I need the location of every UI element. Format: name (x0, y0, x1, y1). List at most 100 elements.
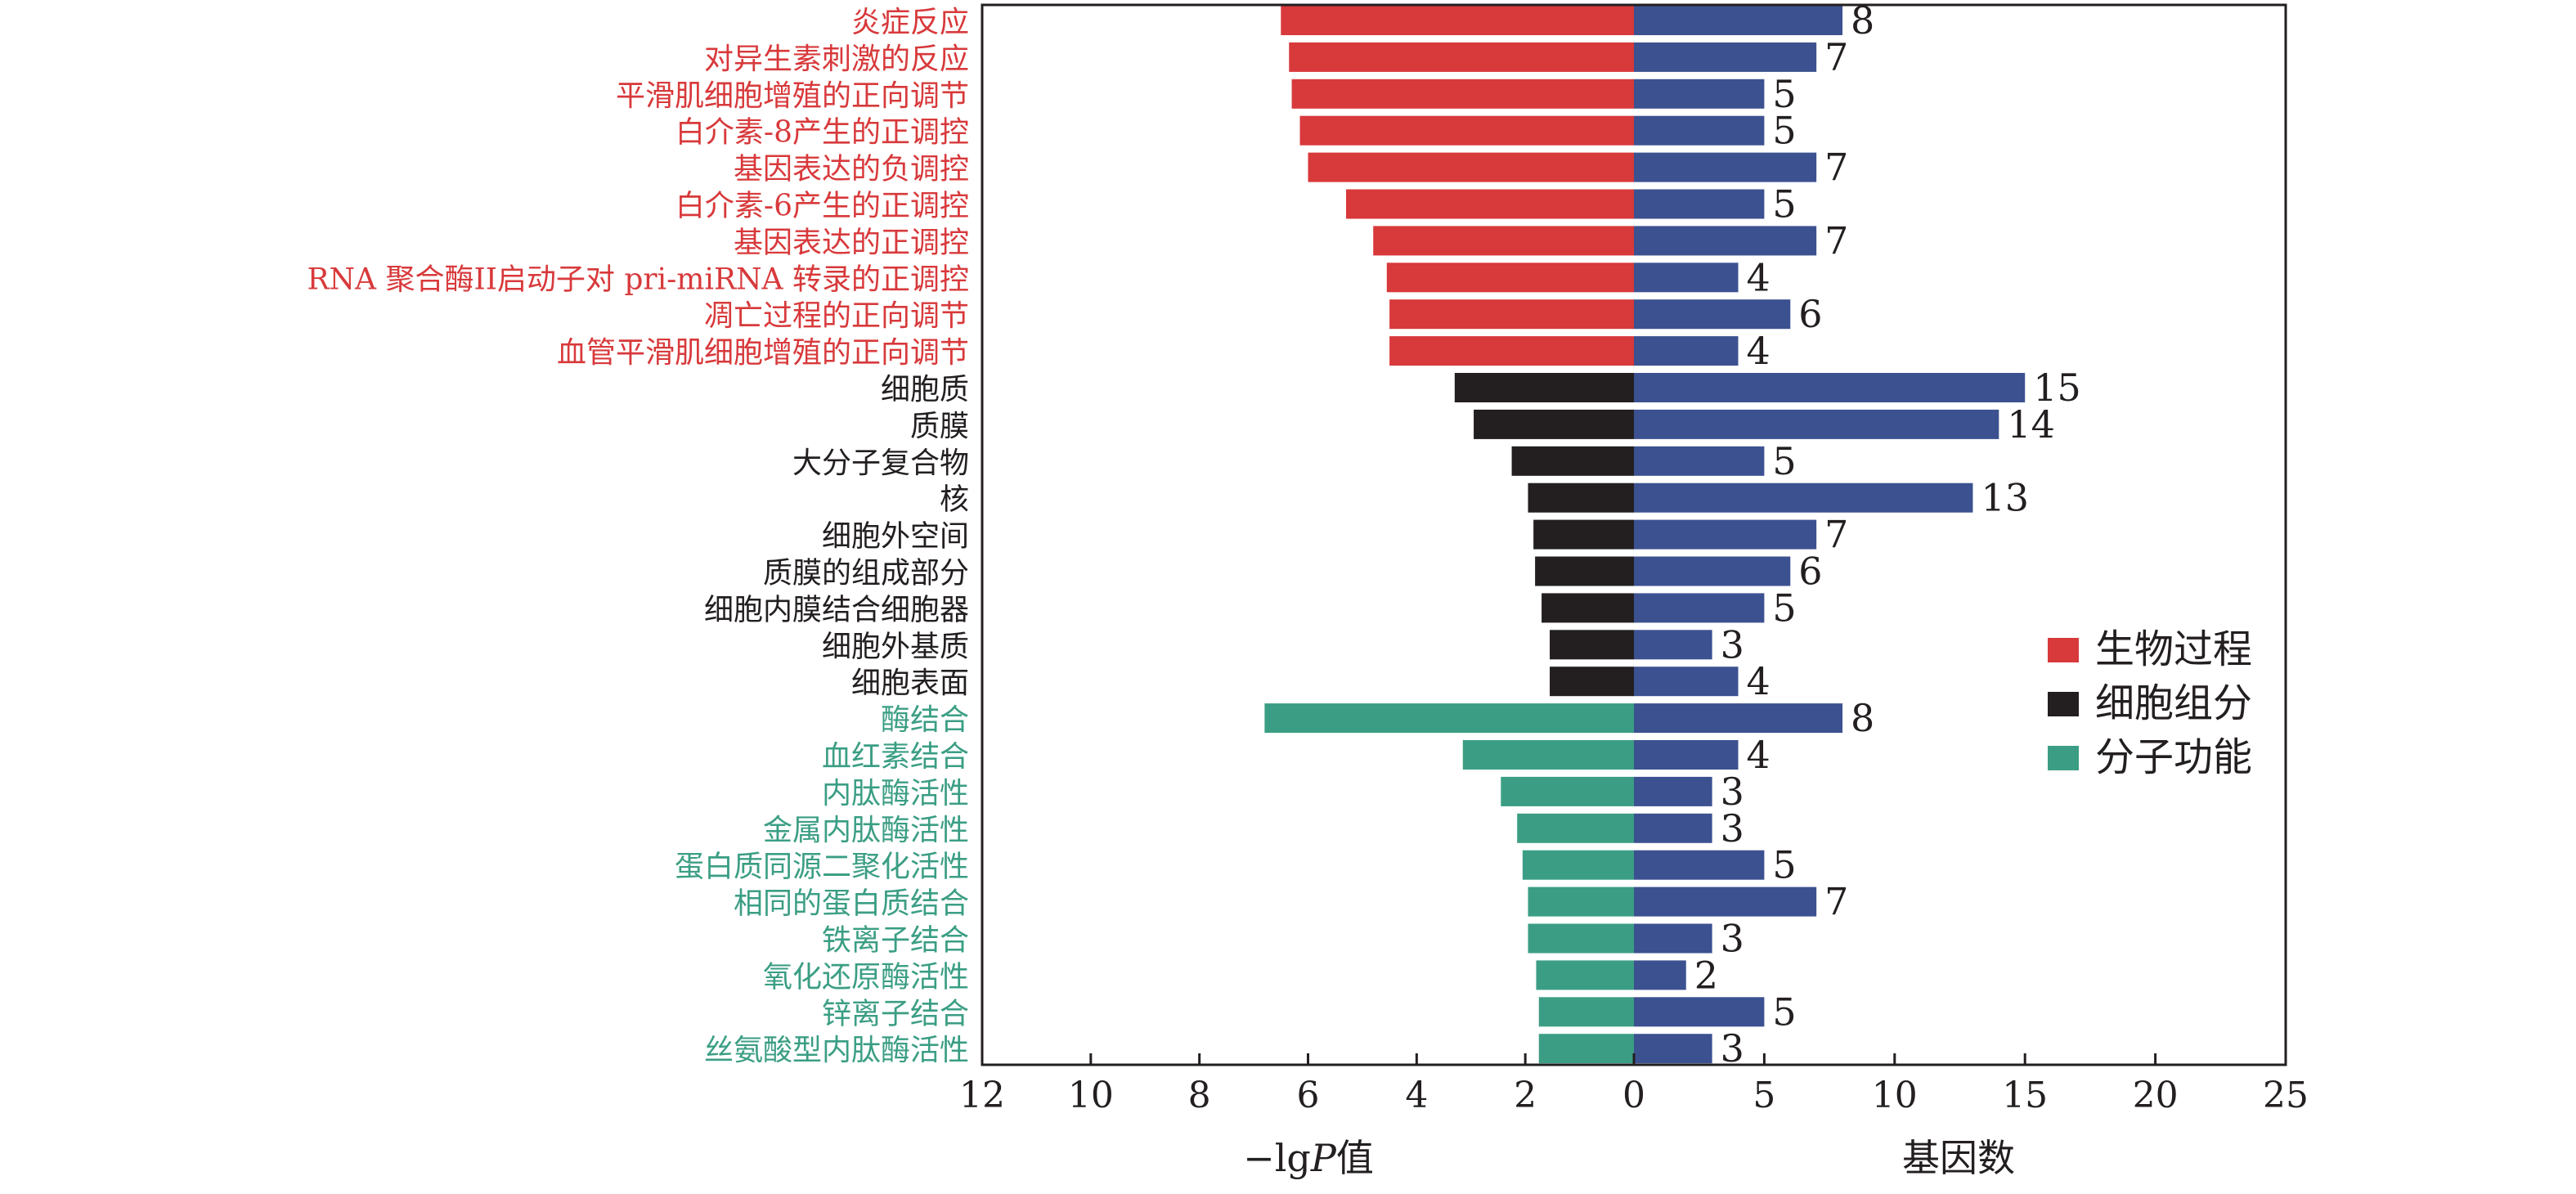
category-label: 质膜的组成部分 (763, 557, 969, 590)
gene-count-bar (1634, 813, 1712, 843)
lgp-bar (1517, 813, 1634, 843)
gene-count-label: 6 (1798, 292, 1822, 336)
lgp-bar (1501, 776, 1634, 806)
legend-label: 细胞组分 (2095, 680, 2252, 726)
lgp-bar (1289, 42, 1634, 72)
gene-count-label: 7 (1824, 218, 1848, 263)
category-label: 大分子复合物 (792, 447, 969, 480)
gene-count-label: 3 (1721, 806, 1744, 851)
gene-count-label: 5 (1772, 109, 1796, 153)
gene-count-label: 4 (1747, 733, 1770, 777)
left-axis-tick-label: 8 (1188, 1075, 1211, 1116)
gene-count-bar (1634, 630, 1712, 660)
lgp-bar (1281, 6, 1634, 35)
gene-count-label: 3 (1721, 770, 1744, 814)
lgp-bar (1538, 997, 1634, 1027)
gene-count-bar (1634, 703, 1843, 734)
right-axis-title: 基因数 (1902, 1136, 2015, 1180)
category-label: 核 (940, 483, 969, 517)
gene-count-label: 2 (1694, 953, 1718, 997)
category-label: 炎症反应 (851, 6, 969, 39)
left-axis-tick-label: 10 (1068, 1075, 1114, 1116)
category-label: 质膜 (910, 410, 969, 443)
category-label: 血红素结合 (822, 740, 969, 774)
gene-count-label: 7 (1824, 880, 1848, 924)
lgp-bar (1389, 299, 1634, 330)
lgp-bar (1536, 960, 1634, 990)
right-axis-tick-label: 5 (1752, 1075, 1775, 1116)
gene-count-bar (1634, 79, 1765, 109)
category-label: RNA 聚合酶II启动子对 pri-miRNA 转录的正调控 (307, 263, 969, 296)
category-label: 锌离子结合 (822, 997, 969, 1030)
gene-count-bar (1634, 42, 1817, 72)
gene-count-label: 7 (1824, 35, 1848, 79)
gene-count-label: 5 (1772, 990, 1796, 1034)
gene-count-bar (1634, 152, 1817, 182)
category-label: 基因表达的正调控 (734, 226, 969, 259)
legend-swatch (2048, 692, 2079, 716)
gene-count-bar (1634, 115, 1765, 146)
gene-count-bar (1634, 446, 1765, 476)
category-label: 相同的蛋白质结合 (734, 887, 969, 921)
gene-count-label: 15 (2033, 366, 2081, 410)
left-axis-title: −lgP值 (1243, 1136, 1374, 1180)
gene-count-label: 5 (1772, 439, 1796, 483)
lgp-bar (1373, 226, 1634, 256)
gene-count-label: 3 (1721, 622, 1744, 667)
category-label: 细胞外基质 (822, 630, 969, 663)
category-label: 对异生素刺激的反应 (704, 43, 969, 76)
lgp-bar (1528, 887, 1634, 917)
gene-count-bar (1634, 997, 1765, 1027)
lgp-bar (1474, 409, 1634, 439)
legend-label: 分子功能 (2095, 734, 2252, 780)
gene-count-bar (1634, 556, 1791, 586)
gene-count-bar (1634, 226, 1817, 256)
gene-count-label: 7 (1824, 513, 1848, 557)
lgp-bar (1308, 152, 1634, 182)
lgp-bar (1528, 923, 1634, 954)
gene-count-label: 7 (1824, 146, 1848, 190)
gene-count-label: 6 (1798, 550, 1822, 594)
gene-count-bar (1634, 850, 1765, 880)
lgp-bar (1535, 556, 1634, 586)
category-label: 白介素-8产生的正调控 (675, 116, 969, 150)
category-label: 凋亡过程的正向调节 (704, 299, 969, 333)
gene-count-bar (1634, 887, 1817, 917)
lgp-bar (1550, 630, 1634, 660)
lgp-bar (1299, 115, 1634, 146)
lgp-bar (1345, 189, 1634, 219)
gene-count-label: 13 (1981, 476, 2029, 520)
gene-count-label: 4 (1747, 659, 1770, 703)
lgp-bar (1511, 446, 1634, 476)
left-axis-tick-label: 12 (959, 1075, 1005, 1116)
category-label: 丝氨酸型内肽酶活性 (704, 1034, 969, 1067)
gene-count-label: 5 (1772, 843, 1796, 887)
lgp-bar (1542, 593, 1634, 623)
category-label: 细胞质 (881, 373, 969, 406)
lgp-bar (1462, 740, 1634, 770)
gene-count-bar (1634, 336, 1739, 366)
category-label: 基因表达的负调控 (734, 153, 969, 186)
gene-count-label: 3 (1721, 917, 1744, 961)
right-axis-tick-label: 10 (1872, 1075, 1918, 1116)
lgp-bar (1386, 263, 1634, 293)
gene-count-bar (1634, 960, 1686, 990)
gene-count-label: 4 (1747, 255, 1770, 299)
category-label: 平滑肌细胞增殖的正向调节 (616, 79, 969, 113)
gene-count-label: 5 (1772, 586, 1796, 630)
category-label: 蛋白质同源二聚化活性 (675, 851, 969, 884)
category-label: 细胞内膜结合细胞器 (704, 593, 969, 626)
gene-count-label: 8 (1851, 696, 1874, 740)
right-axis-tick-label: 25 (2263, 1075, 2309, 1116)
gene-count-label: 4 (1747, 329, 1770, 373)
lgp-bar (1264, 703, 1634, 734)
lgp-bar (1291, 79, 1634, 109)
gene-count-bar (1634, 189, 1765, 219)
lgp-bar (1522, 850, 1634, 880)
right-axis-tick-label: 0 (1622, 1075, 1645, 1116)
category-label: 内肽酶活性 (822, 777, 969, 810)
gene-count-bar (1634, 409, 1999, 439)
gene-count-label: 3 (1721, 1026, 1744, 1071)
lgp-bar (1550, 667, 1634, 697)
